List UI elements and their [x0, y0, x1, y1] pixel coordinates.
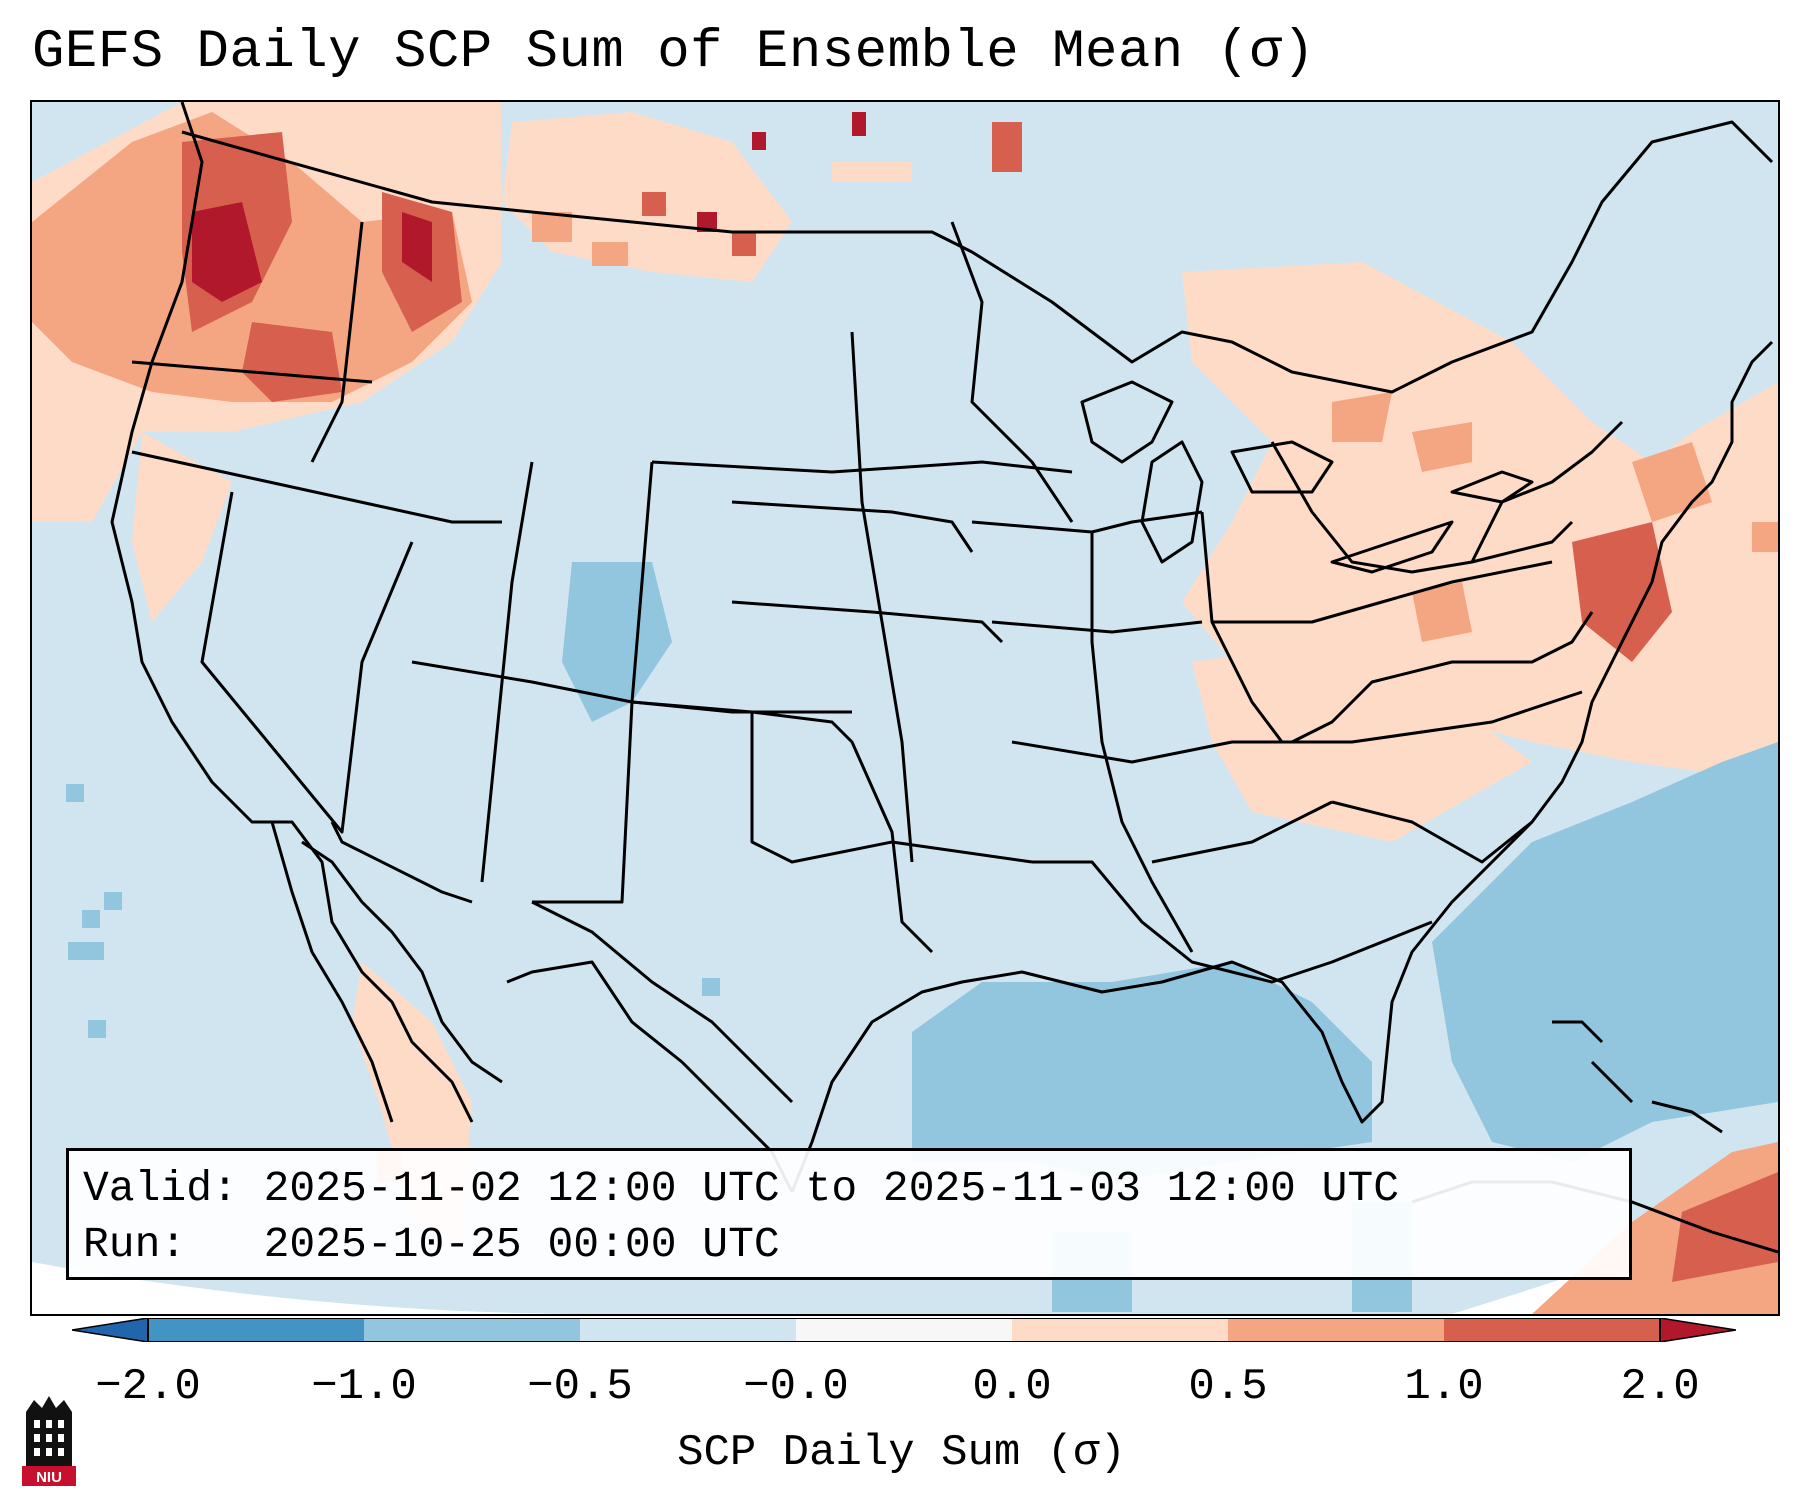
colorbar-tick-label: −0.5: [527, 1362, 633, 1412]
colorbar-bin-7: [1444, 1318, 1660, 1342]
colorbar-tick-label: 0.0: [972, 1362, 1052, 1412]
colorbar-extend-low: [72, 1318, 149, 1342]
colorbar-extend-high: [1659, 1318, 1736, 1342]
anomaly-colorado: [562, 562, 672, 722]
valid-time-line: Valid: 2025-11-02 12:00 UTC to 2025-11-0…: [83, 1164, 1400, 1213]
colorbar-tick-label: −0.0: [743, 1362, 849, 1412]
colorbar-bin-2: [364, 1318, 580, 1342]
map-title: GEFS Daily SCP Sum of Ensemble Mean (σ): [32, 22, 1316, 83]
niu-logo: NIU: [22, 1396, 76, 1486]
colorbar-bin-4: [796, 1318, 1012, 1342]
run-time-line: Run: 2025-10-25 00:00 UTC: [83, 1220, 780, 1269]
anomaly-westcoast: [132, 432, 232, 622]
niu-logo-text: NIU: [36, 1469, 62, 1486]
valid-run-info-box: Valid: 2025-11-02 12:00 UTC to 2025-11-0…: [66, 1148, 1632, 1280]
anomaly-northwest: [32, 102, 502, 522]
colorbar-bin-6: [1228, 1318, 1444, 1342]
anomaly-northern-plains: [502, 112, 1022, 282]
colorbar-tick-label: −2.0: [95, 1362, 201, 1412]
anomaly-gulf: [912, 962, 1372, 1182]
colorbar: [72, 1318, 1736, 1342]
colorbar-tick-label: 2.0: [1620, 1362, 1700, 1412]
colorbar-tick-label: 1.0: [1404, 1362, 1484, 1412]
colorbar-tick-label: 0.5: [1188, 1362, 1268, 1412]
colorbar-title: SCP Daily Sum (σ): [677, 1428, 1126, 1478]
domain-edge: [32, 1262, 632, 1314]
map-canvas: [32, 102, 1778, 1314]
map-panel[interactable]: [30, 100, 1780, 1316]
colorbar-bin-3: [580, 1318, 796, 1342]
colorbar-bin-1: [148, 1318, 364, 1342]
colorbar-tick-label: −1.0: [311, 1362, 417, 1412]
anomaly-atlantic: [1432, 742, 1778, 1162]
boundaries: [110, 102, 1778, 1254]
colorbar-bin-5: [1012, 1318, 1228, 1342]
